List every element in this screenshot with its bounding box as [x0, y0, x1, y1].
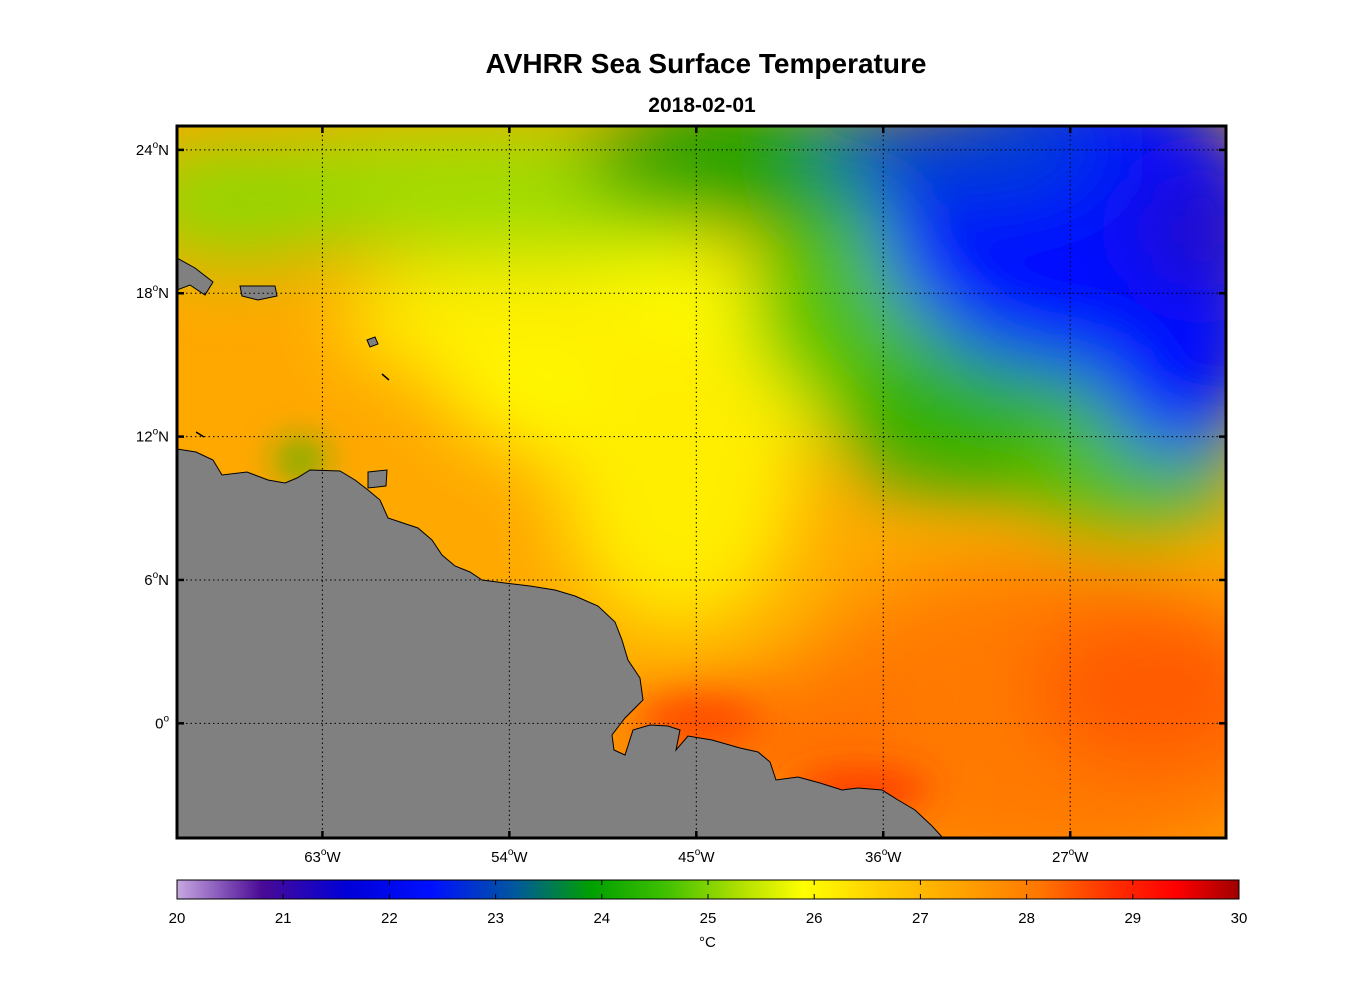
south-america-landmass	[177, 448, 944, 838]
lat-tick-label: 24oN	[136, 140, 169, 159]
map-title: AVHRR Sea Surface Temperature	[485, 48, 927, 79]
lon-tick-label: 54oW	[491, 847, 528, 866]
map-frame	[175, 124, 1228, 840]
map-subtitle: 2018-02-01	[648, 94, 756, 117]
colorbar-tick-label: 29	[1124, 910, 1141, 927]
lat-tick-label: 18oN	[136, 283, 169, 302]
island-small-1	[366, 336, 379, 348]
colorbar-tick-label: 25	[700, 910, 717, 927]
island-west	[177, 257, 214, 296]
colorbar-tick-label: 24	[593, 910, 610, 927]
latitude-labels: 24oN 18oN 12oN 6oN 0o	[136, 140, 170, 732]
colorbar-tick-label: 23	[487, 910, 504, 927]
lat-tick-label: 6oN	[144, 570, 169, 589]
colorbar-tick-label: 20	[169, 910, 186, 927]
lon-tick-label: 45oW	[678, 847, 715, 866]
colorbar-ticks: 20 21 22 23 24 25 26 27 28 29 30	[169, 880, 1248, 927]
colorbar-tick-label: 22	[381, 910, 398, 927]
colorbar-tick-label: 21	[275, 910, 292, 927]
colorbar-tick-label: 26	[806, 910, 823, 927]
lon-tick-label: 36oW	[865, 847, 902, 866]
island-small-3	[195, 431, 205, 438]
lat-tick-label: 0o	[155, 713, 169, 732]
colorbar-tick-label: 28	[1018, 910, 1035, 927]
land	[177, 257, 944, 838]
lon-tick-label: 27oW	[1052, 847, 1089, 866]
colorbar-tick-label: 30	[1231, 910, 1248, 927]
colorbar-unit: °C	[699, 934, 716, 951]
island-trinidad	[367, 469, 388, 489]
island-small-2	[381, 373, 390, 381]
lat-tick-label: 12oN	[136, 427, 169, 446]
longitude-labels: 63oW 54oW 45oW 36oW 27oW	[304, 847, 1089, 866]
colorbar-tick-label: 27	[912, 910, 929, 927]
lon-tick-label: 63oW	[304, 847, 341, 866]
